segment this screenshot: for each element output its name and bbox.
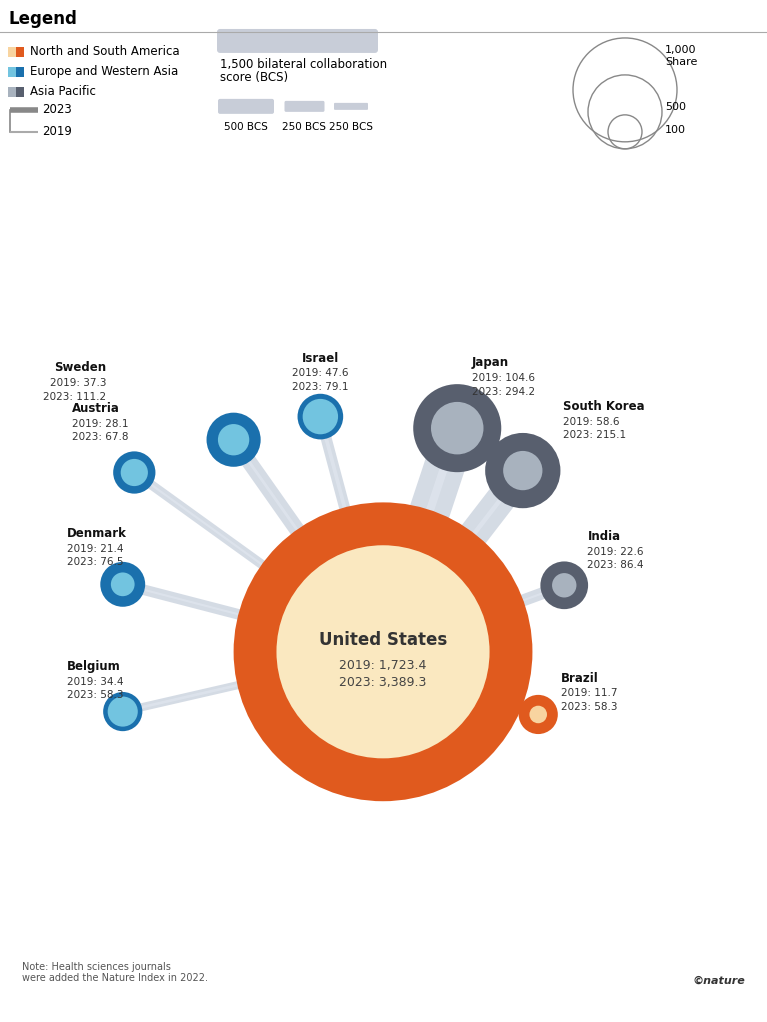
Text: Asia Pacific: Asia Pacific <box>30 86 96 98</box>
Text: 2019: 34.4: 2019: 34.4 <box>67 677 123 687</box>
Bar <box>16 87 24 97</box>
Circle shape <box>552 573 577 598</box>
Text: Brazil: Brazil <box>561 671 599 685</box>
Text: Share: Share <box>665 57 697 66</box>
Circle shape <box>298 393 343 439</box>
Text: 100: 100 <box>665 125 686 135</box>
Circle shape <box>503 451 542 491</box>
Text: 2023: 3,389.3: 2023: 3,389.3 <box>339 677 426 689</box>
Circle shape <box>541 561 588 609</box>
Text: Sweden: Sweden <box>54 361 107 374</box>
Text: 2023: 58.3: 2023: 58.3 <box>561 702 618 712</box>
Bar <box>8 66 16 77</box>
Text: 2023: 79.1: 2023: 79.1 <box>292 382 349 391</box>
Text: South Korea: South Korea <box>563 400 645 413</box>
Bar <box>16 47 24 57</box>
Text: 2019: 47.6: 2019: 47.6 <box>292 368 349 378</box>
Text: 500 BCS: 500 BCS <box>224 122 268 132</box>
Text: Belgium: Belgium <box>67 660 120 673</box>
FancyBboxPatch shape <box>334 103 368 109</box>
Circle shape <box>234 503 532 801</box>
Circle shape <box>218 424 249 456</box>
Text: 2023: 215.1: 2023: 215.1 <box>563 430 627 440</box>
Text: Japan: Japan <box>472 357 509 369</box>
Text: 2019: 104.6: 2019: 104.6 <box>472 373 535 383</box>
Circle shape <box>486 433 561 508</box>
Circle shape <box>103 692 143 731</box>
Text: Denmark: Denmark <box>67 527 127 540</box>
Bar <box>8 87 16 97</box>
Circle shape <box>529 705 547 724</box>
Text: 250 BCS: 250 BCS <box>282 122 327 132</box>
Bar <box>8 47 16 57</box>
Text: United States: United States <box>319 632 447 649</box>
Bar <box>16 66 24 77</box>
Text: Note: Health sciences journals
were added the Nature Index in 2022.: Note: Health sciences journals were adde… <box>21 962 208 983</box>
Text: 250 BCS: 250 BCS <box>329 122 373 132</box>
Text: 2023: 2023 <box>42 103 72 117</box>
Text: ©nature: ©nature <box>693 975 746 985</box>
Text: 1,500 bilateral collaboration: 1,500 bilateral collaboration <box>220 58 387 71</box>
Text: 2023: 86.4: 2023: 86.4 <box>588 560 644 570</box>
Circle shape <box>518 695 558 734</box>
Text: 1,000: 1,000 <box>665 45 696 55</box>
Text: North and South America: North and South America <box>30 45 179 58</box>
Text: 500: 500 <box>665 102 686 111</box>
Text: 2023: 111.2: 2023: 111.2 <box>43 391 107 402</box>
Circle shape <box>431 402 483 455</box>
Text: Israel: Israel <box>301 352 339 365</box>
Text: India: India <box>588 529 621 543</box>
Circle shape <box>114 452 156 494</box>
Text: 2019: 2019 <box>42 126 72 138</box>
FancyBboxPatch shape <box>217 29 378 53</box>
Circle shape <box>276 546 489 758</box>
Text: 2023: 294.2: 2023: 294.2 <box>472 386 535 397</box>
Text: score (BCS): score (BCS) <box>220 71 288 84</box>
Text: 2023: 58.3: 2023: 58.3 <box>67 691 123 700</box>
Text: 2023: 76.5: 2023: 76.5 <box>67 557 123 567</box>
Circle shape <box>413 384 502 472</box>
Text: Austria: Austria <box>71 402 120 415</box>
FancyBboxPatch shape <box>285 101 324 111</box>
Circle shape <box>120 459 148 486</box>
Text: 2019: 11.7: 2019: 11.7 <box>561 689 618 698</box>
Text: 2023: 67.8: 2023: 67.8 <box>71 432 128 442</box>
Text: 2019: 37.3: 2019: 37.3 <box>50 378 107 388</box>
Text: 2019: 28.1: 2019: 28.1 <box>71 419 128 428</box>
Text: 2019: 58.6: 2019: 58.6 <box>563 417 620 426</box>
Circle shape <box>303 399 338 434</box>
Text: 2019: 21.4: 2019: 21.4 <box>67 544 123 554</box>
Text: 2019: 22.6: 2019: 22.6 <box>588 547 644 557</box>
Text: Europe and Western Asia: Europe and Western Asia <box>30 65 178 79</box>
Circle shape <box>107 697 138 727</box>
FancyBboxPatch shape <box>218 99 274 113</box>
Circle shape <box>100 562 145 607</box>
Circle shape <box>206 413 261 467</box>
Text: Legend: Legend <box>8 10 77 28</box>
Text: 2019: 1,723.4: 2019: 1,723.4 <box>339 659 426 671</box>
Circle shape <box>111 572 135 596</box>
